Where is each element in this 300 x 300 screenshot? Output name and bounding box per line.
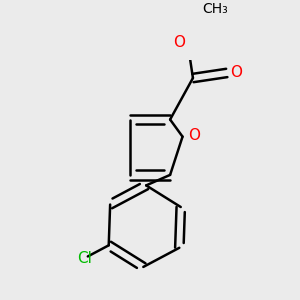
Text: O: O xyxy=(188,128,200,143)
Text: O: O xyxy=(230,65,242,80)
Text: O: O xyxy=(173,34,185,50)
Text: Cl: Cl xyxy=(77,251,92,266)
Text: CH₃: CH₃ xyxy=(202,2,228,16)
